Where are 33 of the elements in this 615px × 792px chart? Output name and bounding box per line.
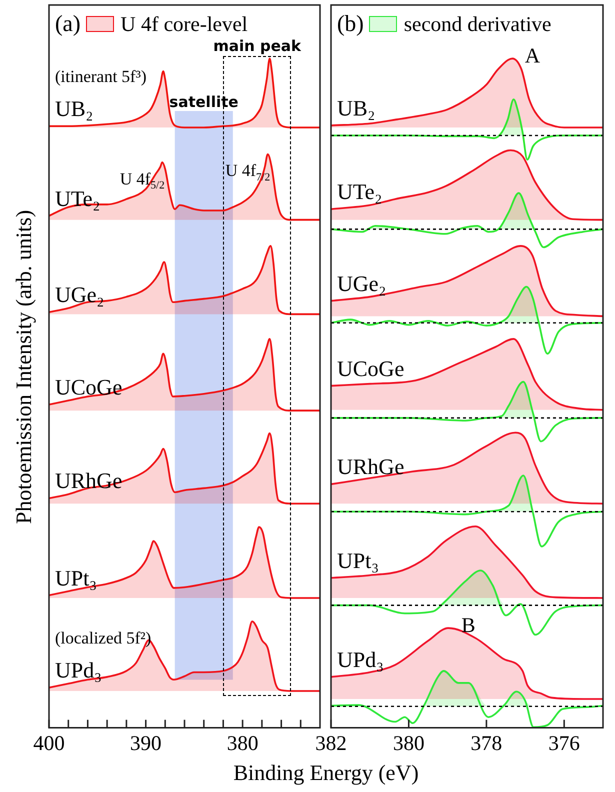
series-label: UTe₂	[55, 186, 100, 211]
x-tick-label: 382	[315, 730, 347, 755]
annotation: (localized 5f²)	[55, 628, 152, 648]
annotation: (itinerant 5f³)	[55, 67, 146, 86]
series-label: UB₂	[55, 96, 94, 122]
series-label: UPt₃	[55, 565, 97, 590]
series-label: URhGe	[55, 468, 122, 494]
x-tick-label: 380	[226, 730, 258, 755]
legend-title: second derivative	[404, 12, 552, 36]
x-tick-label: 390	[130, 730, 162, 755]
series-label: UPt₃	[337, 548, 379, 573]
annotation: B	[461, 613, 476, 638]
x-tick-label: 376	[548, 730, 580, 755]
x-axis-title: Binding Energy (eV)	[232, 760, 420, 786]
series-label: UPd₃	[55, 658, 102, 683]
chart-title: (b)	[337, 11, 364, 37]
series-label: UGe₂	[55, 282, 104, 308]
x-tick-label: 380	[392, 730, 424, 755]
series-label: UCoGe	[337, 356, 404, 381]
series-label: URhGe	[337, 454, 404, 480]
series-label: UPd₃	[337, 646, 384, 672]
series-label: UTe₂	[337, 179, 382, 204]
legend-title: U 4f core-level	[120, 12, 248, 36]
series-label: UGe₂	[337, 270, 386, 296]
x-tick-label: 378	[470, 730, 502, 755]
y-axis-title: Photoemission Intensity (arb. units)	[10, 208, 37, 526]
series-label: UB₂	[337, 95, 376, 120]
x-tick-label: 400	[33, 730, 65, 755]
series-label: UCoGe	[55, 374, 122, 400]
text: main peak	[213, 37, 302, 55]
annotation: A	[524, 44, 541, 68]
chart-title: (a)	[55, 11, 81, 37]
band-label: satellite	[169, 93, 238, 111]
